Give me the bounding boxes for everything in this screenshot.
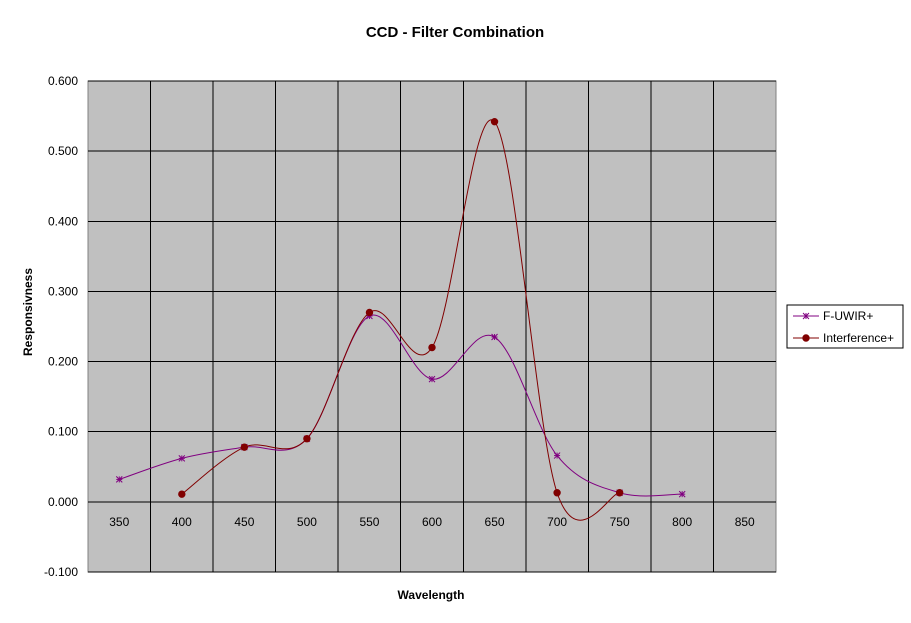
- x-axis-label: Wavelength: [398, 588, 465, 602]
- legend-marker-f-uwir: [802, 312, 810, 320]
- data-point-interference: [178, 490, 186, 498]
- gridlines: [88, 80, 776, 573]
- x-tick-label: 500: [297, 515, 317, 529]
- data-point-interference: [428, 343, 436, 352]
- chart-title: CCD - Filter Combination: [366, 24, 544, 41]
- plot-area: [87, 80, 777, 573]
- data-point-f-uwir: [553, 452, 561, 459]
- asterisk-stroke: [178, 455, 186, 462]
- x-tick-label: 700: [547, 515, 567, 529]
- y-axis-ticks: -0.100 0.000 0.100 0.200 0.300 0.400 0.500 0.60…: [44, 74, 78, 579]
- y-tick-label: 0.400: [48, 214, 78, 228]
- legend-label-f-uwir: F-UWIR+: [823, 309, 873, 323]
- y-tick-label: 0.500: [48, 144, 78, 158]
- x-tick-label: 800: [672, 515, 692, 529]
- asterisk-stroke: [678, 490, 686, 498]
- data-point-f-uwir: [428, 375, 436, 383]
- y-axis-label: Responsivness: [21, 268, 35, 356]
- series-line-f-uwir: [119, 314, 683, 497]
- data-point-f-uwir: [678, 490, 686, 498]
- asterisk-stroke: [553, 452, 561, 459]
- data-point-interference: [303, 435, 311, 443]
- asterisk-stroke: [491, 333, 498, 341]
- x-tick-label: 850: [735, 515, 755, 529]
- data-point-interference: [365, 308, 374, 317]
- series-line-interference: [181, 119, 620, 521]
- x-tick-label: 450: [234, 515, 254, 529]
- y-tick-label: 0.300: [48, 284, 78, 298]
- legend: F-UWIR+ Interference+: [786, 304, 904, 349]
- data-point-interference: [553, 489, 561, 497]
- x-tick-label: 650: [485, 515, 505, 529]
- x-tick-label: 350: [109, 515, 129, 529]
- y-tick-label: 0.100: [48, 425, 78, 439]
- data-point-f-uwir: [491, 333, 498, 341]
- x-axis-ticks: 350 400 450 500 550 600 650 700 750 800 850: [109, 515, 755, 529]
- x-tick-label: 550: [359, 515, 379, 529]
- data-point-interference: [615, 489, 624, 497]
- data-point-f-uwir: [115, 476, 123, 483]
- y-tick-label: 0.000: [48, 495, 78, 509]
- series-layer: [115, 117, 686, 521]
- y-tick-label: 0.200: [48, 355, 78, 369]
- asterisk-stroke: [115, 476, 123, 483]
- data-point-interference: [490, 117, 499, 126]
- x-tick-label: 600: [422, 515, 442, 529]
- asterisk-stroke: [802, 312, 810, 320]
- y-tick-label: 0.600: [48, 74, 78, 88]
- x-tick-label: 400: [172, 515, 192, 529]
- asterisk-stroke: [428, 375, 436, 383]
- legend-label-interference: Interference+: [823, 331, 894, 345]
- data-point-interference: [240, 443, 249, 451]
- legend-marker-interference: [802, 334, 810, 342]
- x-tick-label: 750: [610, 515, 630, 529]
- data-point-f-uwir: [178, 455, 186, 462]
- y-tick-label: -0.100: [44, 565, 78, 579]
